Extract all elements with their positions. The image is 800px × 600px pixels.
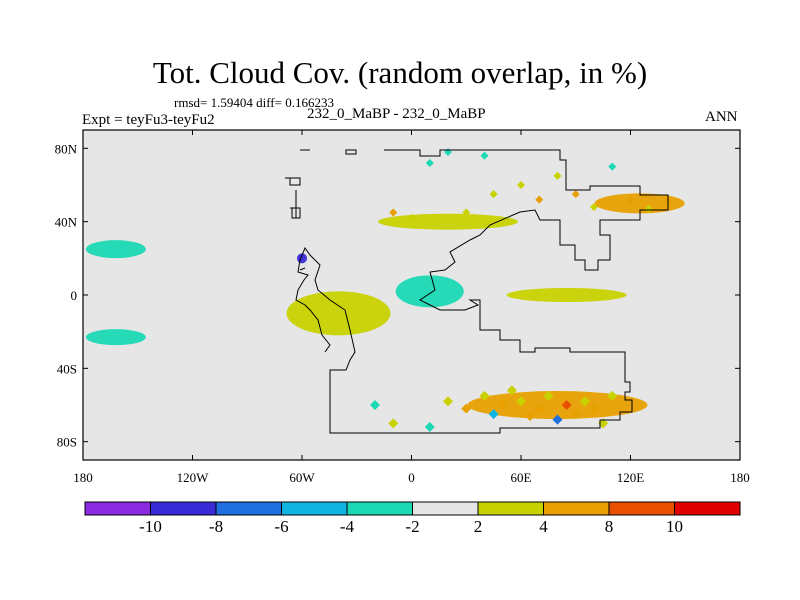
anomaly-region — [506, 288, 627, 302]
y-tick-label: 40S — [57, 361, 77, 376]
anomaly-cell — [598, 418, 609, 429]
anomaly-cell — [480, 151, 489, 160]
colorbar: -10 -8 -6 -4 -2 2 4 8 10 — [84, 501, 741, 536]
anomaly-cell — [506, 385, 517, 396]
anomaly-cell — [570, 409, 581, 420]
colorbar-swatch — [477, 501, 544, 516]
colorbar-label: -10 — [139, 517, 162, 536]
x-tick-label: 120E — [617, 470, 645, 485]
stats-text: rmsd= 1.59404 diff= 0.166233 — [174, 95, 334, 110]
anomaly-cell — [497, 400, 508, 410]
anomaly-cell — [607, 390, 618, 401]
anomaly-cell — [579, 396, 590, 407]
anomaly-cell — [461, 403, 472, 414]
season-label: ANN — [705, 109, 738, 125]
anomaly-cell — [534, 403, 545, 414]
anomaly-cell — [489, 190, 498, 199]
x-tick-label: 60W — [289, 470, 315, 485]
anomaly-cell — [553, 171, 562, 180]
anomaly-cell — [462, 208, 471, 217]
anomaly-region — [286, 291, 391, 336]
colorbar-swatch — [150, 501, 217, 516]
colorbar-swatch — [543, 501, 610, 516]
anomaly-cell — [425, 159, 434, 167]
anomaly-cell — [488, 409, 499, 420]
anomaly-region — [594, 193, 685, 214]
anomaly-region — [395, 275, 464, 308]
anomaly-cell — [543, 390, 554, 401]
anomaly-cell — [626, 195, 635, 204]
anomaly-cell — [590, 203, 598, 211]
x-tick-label: 180 — [73, 470, 93, 485]
anomaly-region — [467, 391, 648, 419]
anomaly-cell — [407, 214, 416, 222]
coastline-north — [285, 149, 357, 271]
colorbar-swatch — [412, 501, 479, 516]
y-axis: 80N 40N 0 40S 80S — [55, 141, 740, 450]
anomaly-cell — [552, 414, 563, 425]
colorbar-swatch — [674, 501, 741, 516]
anomaly-cell — [608, 162, 617, 171]
x-axis: 180 120W 60W 0 60E 120E 180 — [73, 130, 750, 485]
x-tick-label: 0 — [408, 470, 415, 485]
coastline-americas — [295, 149, 669, 434]
anomaly-cell — [443, 396, 453, 407]
anomaly-cell — [389, 208, 398, 217]
anomaly-region — [85, 329, 146, 346]
anomaly-cell — [663, 195, 671, 204]
y-tick-label: 80S — [57, 435, 77, 450]
colorbar-label: -8 — [209, 517, 223, 536]
y-tick-label: 40N — [55, 215, 78, 230]
anomaly-cell — [525, 411, 536, 421]
x-tick-label: 120W — [177, 470, 210, 485]
anomaly-cell — [388, 418, 399, 429]
chart-subtitle: 232_0_MaBP - 232_0_MaBP — [307, 106, 486, 122]
experiment-label: Expt = teyFu3-teyFu2 — [82, 112, 215, 128]
anomaly-cell — [370, 400, 380, 410]
anomaly-cell — [589, 403, 599, 414]
colorbar-label: -2 — [405, 517, 419, 536]
colorbar-label: 2 — [474, 517, 483, 536]
colorbar-swatch — [281, 501, 348, 516]
colorbar-label: -4 — [340, 517, 355, 536]
colorbar-label: 10 — [666, 517, 683, 536]
y-tick-label: 80N — [55, 141, 78, 156]
colorbar-swatch — [346, 501, 413, 516]
y-tick-label: 0 — [71, 288, 78, 303]
chart-title: Tot. Cloud Cov. (random overlap, in %) — [152, 55, 648, 90]
anomaly-cell — [561, 400, 572, 410]
colorbar-swatch — [215, 501, 282, 516]
colorbar-swatch — [608, 501, 675, 516]
anomaly-cell — [535, 195, 544, 204]
anomaly-cell — [517, 181, 525, 189]
x-tick-label: 180 — [730, 470, 750, 485]
x-tick-label: 60E — [511, 470, 532, 485]
anomaly-cell — [644, 204, 653, 213]
colorbar-label: 8 — [605, 517, 614, 536]
anomaly-region — [85, 240, 146, 259]
anomaly-cell — [424, 422, 435, 432]
colorbar-label: -6 — [274, 517, 288, 536]
colorbar-swatch — [84, 501, 151, 516]
anomaly-cell — [516, 396, 526, 407]
colorbar-label: 4 — [539, 517, 548, 536]
anomaly-cell — [479, 390, 490, 401]
anomaly-cell — [571, 190, 580, 199]
